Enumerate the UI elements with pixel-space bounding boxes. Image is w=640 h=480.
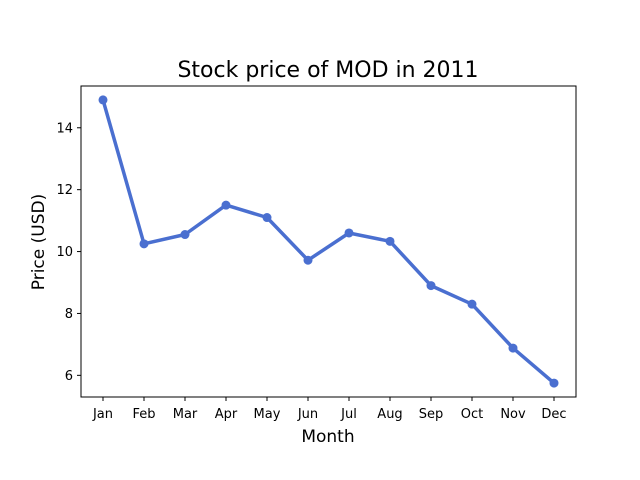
- y-axis-label: Price (USD): [29, 194, 49, 290]
- x-tick-label: Jan: [92, 407, 113, 422]
- data-point-dec: [549, 378, 559, 388]
- x-tick-label: Sep: [419, 407, 444, 422]
- data-point-mar: [180, 230, 190, 240]
- data-point-apr: [221, 200, 231, 210]
- series-points: [98, 95, 559, 388]
- x-tick-label: Dec: [541, 407, 566, 422]
- x-tick-label: Mar: [173, 407, 198, 422]
- y-tick-label: 8: [65, 307, 73, 322]
- y-tick-label: 6: [65, 369, 73, 384]
- data-point-aug: [385, 236, 395, 246]
- x-tick-label: Feb: [132, 407, 155, 422]
- data-point-jan: [98, 95, 108, 105]
- x-tick-label: Oct: [461, 407, 483, 422]
- y-tick-label: 14: [56, 121, 73, 136]
- y-axis: 6 8 10 12 14: [56, 121, 81, 384]
- plot-frame: [80, 85, 577, 398]
- x-tick-label: Apr: [215, 407, 238, 422]
- x-axis-label: Month: [301, 427, 354, 447]
- data-point-nov: [508, 343, 518, 353]
- x-tick-label: May: [254, 407, 281, 422]
- data-point-feb: [139, 239, 149, 249]
- x-tick-label: Aug: [377, 407, 402, 422]
- x-tick-label: Jun: [297, 407, 318, 422]
- data-point-oct: [467, 299, 477, 309]
- y-tick-label: 10: [56, 245, 73, 260]
- data-point-jun: [303, 255, 313, 265]
- data-point-sep: [426, 281, 436, 291]
- chart-title: Stock price of MOD in 2011: [177, 58, 478, 83]
- data-point-jul: [344, 228, 354, 238]
- x-tick-label: Nov: [500, 407, 526, 422]
- series-line: [101, 98, 556, 385]
- y-tick-label: 12: [56, 183, 73, 198]
- x-axis: Jan Feb Mar Apr May Jun Jul Aug Sep Oct Nov Dec: [92, 397, 567, 422]
- data-point-may: [262, 213, 272, 223]
- x-tick-label: Jul: [340, 407, 357, 422]
